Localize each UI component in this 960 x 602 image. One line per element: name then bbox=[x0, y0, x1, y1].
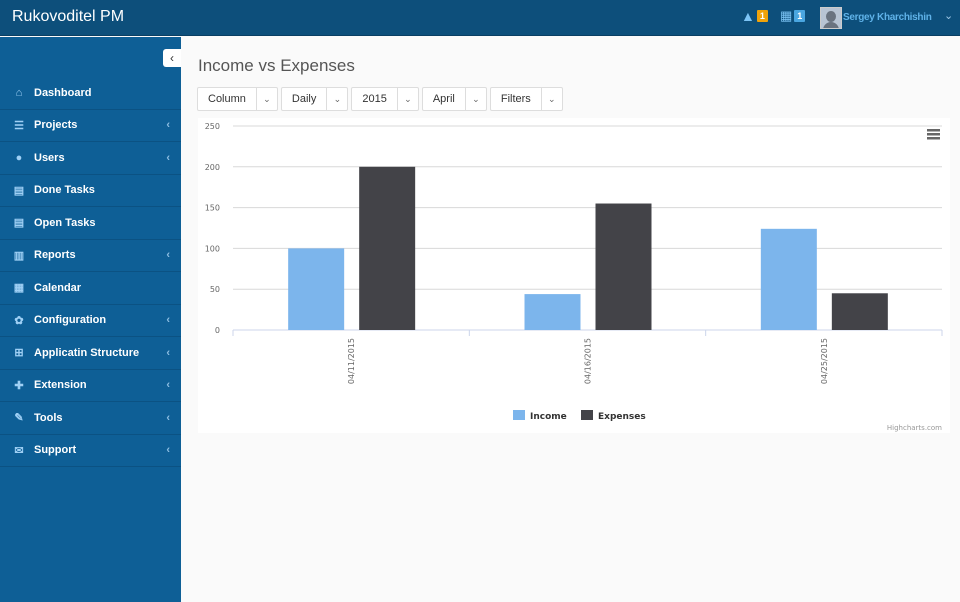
calendar-button[interactable]: ▦ 1 bbox=[780, 8, 806, 24]
chevron-down-icon[interactable]: ⌄ bbox=[944, 10, 954, 22]
sidebar-item-label: Tools bbox=[34, 411, 63, 424]
chevron-left-icon: ‹ bbox=[166, 411, 170, 424]
sidebar-item-label: Calendar bbox=[34, 281, 82, 294]
chevron-left-icon: ‹ bbox=[166, 249, 170, 262]
user-icon: ● bbox=[15, 151, 23, 164]
filter-filters[interactable]: Filters ⌄ bbox=[489, 87, 563, 111]
bar-income[interactable] bbox=[288, 248, 345, 330]
filter-toolbar: Column ⌄ Daily ⌄ 2015 ⌄ April ⌄ Filters ⌄ bbox=[197, 87, 563, 111]
bar-expenses[interactable] bbox=[595, 203, 652, 330]
filter-button[interactable]: 2015 bbox=[352, 88, 398, 110]
filter-button[interactable]: April bbox=[423, 88, 466, 110]
chevron-down-icon[interactable]: ⌄ bbox=[472, 94, 480, 104]
sitemap-icon: ⊞ bbox=[14, 347, 24, 360]
top-bar: Rukovoditel PM ▲ 1 ▦ 1 Sergey Kharchishi… bbox=[0, 0, 960, 36]
legend-item[interactable]: Expenses bbox=[598, 412, 646, 422]
chevron-left-icon: ‹ bbox=[166, 346, 170, 359]
chevron-down-icon[interactable]: ⌄ bbox=[263, 94, 271, 104]
warning-icon: ▲ bbox=[741, 8, 755, 24]
y-tick-label: 200 bbox=[205, 163, 220, 172]
sidebar-item-label: Projects bbox=[34, 119, 78, 132]
credits-link[interactable]: Highcharts.com bbox=[887, 424, 942, 432]
puzzle-icon: ✚ bbox=[14, 379, 24, 392]
chevron-down-icon[interactable]: ⌄ bbox=[333, 94, 342, 104]
filter-button[interactable]: Filters bbox=[491, 88, 542, 110]
sidebar-item-calendar[interactable]: ▦ Calendar bbox=[0, 272, 181, 305]
sidebar-item-label: Extension bbox=[34, 379, 87, 392]
table-icon: ▤ bbox=[13, 217, 25, 230]
sidebar-item-done-tasks[interactable]: ▤ Done Tasks bbox=[0, 175, 181, 207]
sidebar-item-extension[interactable]: ✚ Extension ‹ bbox=[0, 370, 181, 402]
menu-icon[interactable] bbox=[927, 129, 940, 140]
sidebar-item-label: Support bbox=[34, 444, 77, 457]
sidebar-item-label: Users bbox=[34, 151, 65, 164]
chevron-left-icon: ‹ bbox=[166, 444, 170, 457]
envelope-icon: ✉ bbox=[14, 444, 24, 457]
chevron-left-icon: ‹ bbox=[166, 119, 170, 132]
y-tick-label: 100 bbox=[205, 244, 220, 253]
table-icon: ▤ bbox=[13, 184, 25, 197]
bar-income[interactable] bbox=[524, 294, 581, 330]
wrench-icon: ✎ bbox=[14, 412, 24, 425]
sidebar-item-reports[interactable]: ▥ Reports ‹ bbox=[0, 240, 181, 272]
x-tick-label: 04/16/2015 bbox=[584, 338, 593, 384]
bar-chart-icon: ▥ bbox=[13, 249, 25, 262]
user-name[interactable]: Sergey Kharchishin bbox=[843, 12, 932, 23]
page-title: Income vs Expenses bbox=[198, 56, 355, 75]
list-icon: ☰ bbox=[14, 119, 24, 132]
y-tick-label: 0 bbox=[215, 326, 220, 335]
sidebar-item-label: Done Tasks bbox=[34, 184, 95, 197]
calendar-icon: ▦ bbox=[13, 282, 25, 295]
y-tick-label: 50 bbox=[210, 285, 220, 294]
filter-column[interactable]: Column ⌄ bbox=[197, 87, 278, 111]
calendar-icon: ▦ bbox=[780, 8, 793, 23]
chevron-down-icon[interactable]: ⌄ bbox=[548, 94, 556, 104]
legend-swatch[interactable] bbox=[581, 410, 593, 420]
sidebar-item-label: Applicatin Structure bbox=[34, 346, 140, 359]
home-icon: ⌂ bbox=[15, 86, 23, 99]
sidebar-item-support[interactable]: ✉ Support ‹ bbox=[0, 435, 181, 467]
y-tick-label: 150 bbox=[205, 204, 220, 213]
chevron-left-icon: ‹ bbox=[166, 379, 170, 392]
x-tick-label: 04/11/2015 bbox=[347, 338, 356, 384]
app-title[interactable]: Rukovoditel PM bbox=[12, 8, 125, 25]
sidebar-item-dashboard[interactable]: ⌂ Dashboard bbox=[0, 77, 181, 110]
legend-item[interactable]: Income bbox=[530, 412, 567, 422]
sidebar-item-projects[interactable]: ☰ Projects ‹ bbox=[0, 110, 181, 142]
sidebar-item-label: Open Tasks bbox=[34, 216, 96, 229]
gear-icon: ✿ bbox=[14, 314, 24, 327]
alerts-button[interactable]: ▲ 1 bbox=[741, 8, 768, 24]
bar-expenses[interactable] bbox=[359, 166, 416, 330]
chevron-left-icon: ‹ bbox=[166, 314, 170, 327]
sidebar-item-label: Configuration bbox=[34, 314, 107, 327]
filter-2015[interactable]: 2015 ⌄ bbox=[351, 87, 419, 111]
sidebar-item-open-tasks[interactable]: ▤ Open Tasks bbox=[0, 207, 181, 240]
sidebar-item-users[interactable]: ● Users ‹ bbox=[0, 142, 181, 175]
sidebar-menu: ⌂ Dashboard ☰ Projects ‹ ● Users ‹ ▤ Done Tasks ▤ O… bbox=[0, 77, 181, 467]
calendar-badge: 1 bbox=[794, 10, 806, 22]
x-tick-label: 04/25/2015 bbox=[820, 338, 829, 384]
sidebar-item-label: Dashboard bbox=[34, 86, 92, 99]
sidebar-item-tools[interactable]: ✎ Tools ‹ bbox=[0, 402, 181, 435]
filter-button[interactable]: Column bbox=[198, 88, 257, 110]
avatar[interactable] bbox=[820, 7, 842, 29]
sidebar-item-configuration[interactable]: ✿ Configuration ‹ bbox=[0, 305, 181, 337]
chevron-left-icon: ‹ bbox=[166, 151, 170, 164]
sidebar-toggle-button[interactable]: ‹ bbox=[163, 49, 181, 67]
sidebar-item-label: Reports bbox=[34, 249, 76, 262]
filter-button[interactable]: Daily bbox=[282, 88, 328, 110]
sidebar-item-applicatin-structure[interactable]: ⊞ Applicatin Structure ‹ bbox=[0, 337, 181, 370]
filter-april[interactable]: April ⌄ bbox=[421, 87, 487, 111]
sidebar: ‹ ⌂ Dashboard ☰ Projects ‹ ● Users ‹ ▤ Done Tasks… bbox=[0, 37, 181, 602]
bar-income[interactable] bbox=[760, 228, 817, 330]
legend-swatch[interactable] bbox=[513, 410, 525, 420]
chart-svg: 0 50 100 150 200 250 04/11/2015 04/16/2015 04/25… bbox=[205, 122, 943, 432]
chart: 0 50 100 150 200 250 04/11/2015 04/16/2015 04/25… bbox=[198, 118, 950, 433]
y-tick-label: 250 bbox=[205, 122, 220, 131]
alerts-badge: 1 bbox=[756, 10, 768, 22]
bar-expenses[interactable] bbox=[831, 293, 888, 330]
chevron-down-icon[interactable]: ⌄ bbox=[404, 94, 412, 104]
filter-daily[interactable]: Daily ⌄ bbox=[280, 87, 349, 111]
